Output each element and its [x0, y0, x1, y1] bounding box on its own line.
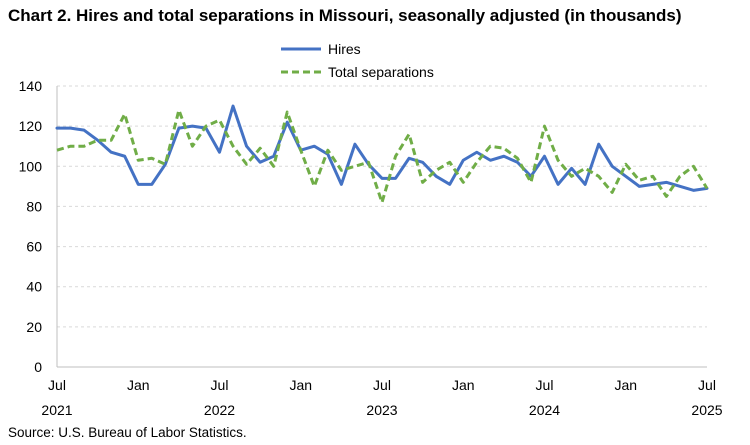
x-tick-label: Jul [48, 377, 66, 393]
x-tick-label: Jan [289, 377, 312, 393]
source-note: Source: U.S. Bureau of Labor Statistics. [8, 425, 247, 440]
x-tick-year-label: 2021 [41, 402, 72, 418]
y-tick-label: 80 [26, 198, 42, 214]
y-tick-label: 40 [26, 279, 42, 295]
x-tick-year-label: 2022 [204, 402, 235, 418]
hires-series-line [55, 104, 709, 192]
legend-label: Total separations [328, 64, 434, 80]
total-separations-series-line [56, 108, 709, 204]
x-tick-year-label: 2024 [529, 402, 560, 418]
y-tick-label: 60 [26, 239, 42, 255]
legend-label: Hires [328, 41, 361, 57]
axes: 0 20 40 60 80 100 120 140 Jul 2021 Jan Jul 2022 Jan Ju… [19, 78, 723, 418]
series [55, 104, 709, 204]
chart-title: Chart 2. Hires and total separations in … [8, 6, 682, 25]
y-tick-label: 20 [26, 319, 42, 335]
y-tick-label: 100 [19, 158, 43, 174]
x-tick-label: Jan [127, 377, 150, 393]
y-tick-label: 140 [19, 78, 43, 94]
x-tick-label: Jan [614, 377, 637, 393]
gridlines [57, 85, 707, 328]
x-tick-label: Jul [698, 377, 716, 393]
x-tick-label: Jul [373, 377, 391, 393]
y-tick-label: 0 [34, 359, 42, 375]
x-tick-label: Jul [536, 377, 554, 393]
y-tick-label: 120 [19, 118, 43, 134]
x-tick-year-label: 2025 [691, 402, 722, 418]
x-tick-label: Jul [211, 377, 229, 393]
x-tick-year-label: 2023 [366, 402, 397, 418]
x-tick-label: Jan [452, 377, 475, 393]
legend: Hires Total separations [281, 41, 434, 80]
